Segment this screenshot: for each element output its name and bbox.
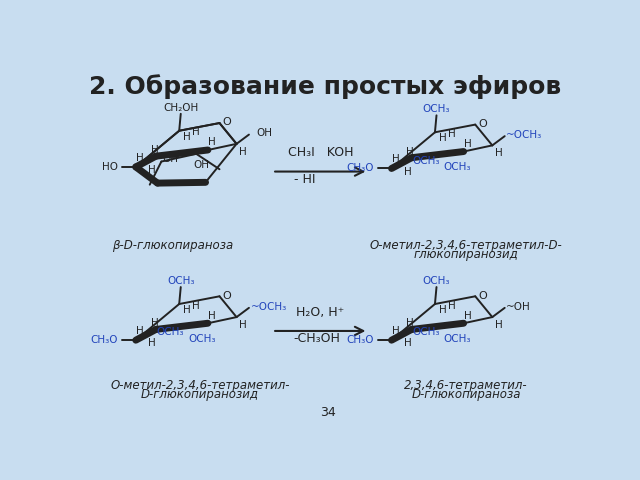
Text: H: H	[463, 311, 472, 321]
Text: H: H	[208, 137, 216, 147]
Text: OCH₃: OCH₃	[444, 334, 471, 344]
Text: 2,3,4,6-тетраметил-: 2,3,4,6-тетраметил-	[404, 379, 528, 392]
Text: H: H	[495, 148, 502, 158]
Text: 2. Образование простых эфиров: 2. Образование простых эфиров	[90, 74, 561, 99]
Text: ~OCH₃: ~OCH₃	[250, 302, 287, 312]
Text: -CH₃OH: -CH₃OH	[293, 333, 340, 346]
Text: H: H	[439, 133, 447, 144]
Text: H: H	[150, 318, 158, 328]
Text: H: H	[208, 311, 216, 321]
Text: О-метил-2,3,4,6-тетраметил-: О-метил-2,3,4,6-тетраметил-	[110, 379, 290, 392]
Text: H: H	[183, 305, 191, 315]
Text: H: H	[404, 167, 412, 177]
Text: H: H	[406, 318, 414, 328]
Text: ~OH: ~OH	[506, 302, 531, 312]
Text: CH₃O: CH₃O	[346, 335, 374, 345]
Text: HO: HO	[102, 162, 118, 172]
Text: O: O	[223, 117, 231, 127]
Text: OH: OH	[257, 128, 273, 138]
Text: O: O	[478, 119, 487, 129]
Text: - HI: - HI	[294, 173, 316, 186]
Text: OH: OH	[194, 160, 210, 170]
Text: О-метил-2,3,4,6-тетраметил-D-: О-метил-2,3,4,6-тетраметил-D-	[369, 239, 563, 252]
Text: H: H	[448, 300, 456, 311]
Text: CH₂OH: CH₂OH	[163, 103, 198, 113]
Text: H: H	[148, 338, 156, 348]
Text: H: H	[239, 320, 246, 330]
Text: OCH₃: OCH₃	[188, 334, 216, 344]
Text: OH: OH	[162, 154, 178, 164]
Text: OCH₃: OCH₃	[156, 327, 184, 337]
Text: H: H	[406, 146, 414, 156]
Text: OCH₃: OCH₃	[423, 276, 451, 286]
Text: CH₃I   KOH: CH₃I KOH	[287, 146, 353, 159]
Text: H: H	[448, 129, 456, 139]
Text: H: H	[392, 154, 399, 164]
Text: H: H	[193, 127, 200, 137]
Text: H: H	[136, 153, 143, 163]
Text: 34: 34	[320, 406, 336, 419]
Text: D-глюкопиранозид: D-глюкопиранозид	[141, 388, 259, 401]
Text: O: O	[223, 290, 231, 300]
Text: O: O	[478, 290, 487, 300]
Text: OCH₃: OCH₃	[167, 276, 195, 286]
Text: H: H	[392, 326, 399, 336]
Text: H: H	[136, 326, 143, 336]
Text: H: H	[183, 132, 191, 142]
Text: OCH₃: OCH₃	[423, 104, 451, 114]
Text: β-D-глюкопираноза: β-D-глюкопираноза	[113, 239, 234, 252]
Text: H: H	[439, 305, 447, 315]
Text: H: H	[239, 146, 246, 156]
Text: H: H	[404, 338, 412, 348]
Text: H: H	[495, 320, 502, 330]
Text: H: H	[463, 139, 472, 149]
Text: OCH₃: OCH₃	[412, 327, 440, 337]
Text: H: H	[148, 165, 156, 175]
Text: ~OCH₃: ~OCH₃	[506, 131, 543, 140]
Text: OCH₃: OCH₃	[444, 162, 471, 172]
Text: CH₃O: CH₃O	[90, 335, 118, 345]
Text: CH₃O: CH₃O	[346, 164, 374, 173]
Text: глюкопиранозид: глюкопиранозид	[413, 248, 518, 261]
Text: H: H	[150, 145, 158, 155]
Text: H: H	[193, 300, 200, 311]
Text: D-глюкопираноза: D-глюкопираноза	[412, 388, 521, 401]
Text: OCH₃: OCH₃	[412, 156, 440, 166]
Text: H₂O, H⁺: H₂O, H⁺	[296, 306, 344, 319]
